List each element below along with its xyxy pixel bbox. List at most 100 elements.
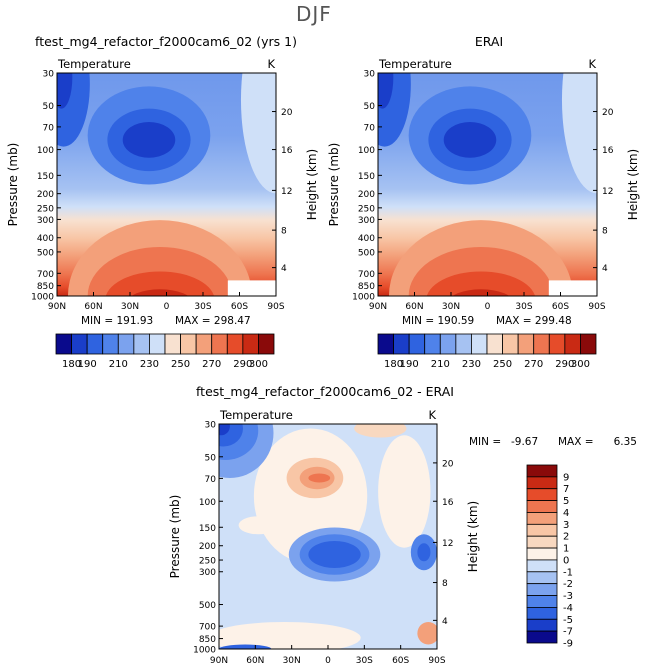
colorbar-label: 290 xyxy=(555,359,574,370)
x-tick-label: 30N xyxy=(442,302,460,312)
units-label: K xyxy=(267,57,275,71)
height-tick-label: 12 xyxy=(602,187,613,197)
units-label: K xyxy=(428,408,436,422)
colorbar-swatch xyxy=(533,333,550,355)
y-tick-label: 200 xyxy=(37,190,54,200)
y-tick-label: 100 xyxy=(358,146,375,156)
y-tick-label: 1000 xyxy=(31,293,54,303)
cold-surface xyxy=(219,644,272,649)
x-tick-label: 60N xyxy=(405,302,423,312)
colorbar-swatch xyxy=(242,333,259,355)
colorbar-label: 1 xyxy=(563,544,569,555)
colorbar-swatch xyxy=(86,333,104,355)
y-axis-title: Pressure (mb) xyxy=(168,495,182,579)
colorbar-label: 210 xyxy=(431,359,450,370)
colorbar-label: -4 xyxy=(563,603,573,614)
height-tick-label: 20 xyxy=(281,108,293,118)
colorbar-swatch xyxy=(526,630,558,644)
warm-anomaly xyxy=(417,622,437,645)
warm-polar xyxy=(561,73,597,194)
x-tick-label: 60S xyxy=(392,656,409,666)
cold-polar-core xyxy=(219,424,230,436)
colorbar-swatch xyxy=(393,333,410,355)
height-tick-label: 4 xyxy=(442,617,448,627)
colorbar-swatch xyxy=(526,595,558,608)
y-tick-label: 70 xyxy=(43,123,55,133)
contour-field xyxy=(378,73,597,296)
y-axis-title: Pressure (mb) xyxy=(6,143,20,227)
height-tick-label: 12 xyxy=(442,539,453,549)
colorbar-swatch xyxy=(408,333,426,355)
max-label: MAX = 299.48 xyxy=(496,315,572,327)
height-tick-label: 16 xyxy=(442,498,454,508)
cold-anomaly xyxy=(417,543,431,562)
y-tick-label: 700 xyxy=(199,623,216,633)
colorbar-swatch xyxy=(133,333,150,355)
y-tick-label: 300 xyxy=(358,216,375,226)
colorbar-label: 290 xyxy=(233,359,252,370)
panel-title: ERAI xyxy=(475,34,503,49)
y-tick-label: 70 xyxy=(364,123,376,133)
colorbar-swatch xyxy=(164,333,181,355)
y-tick-label: 150 xyxy=(199,524,216,534)
colorbar-label: 180 xyxy=(384,359,403,370)
colorbar-swatch xyxy=(526,464,558,478)
colorbar-label: 4 xyxy=(563,508,569,519)
y-axis-title: Pressure (mb) xyxy=(327,143,341,227)
y-tick-label: 300 xyxy=(199,568,216,578)
y-tick-label: 1000 xyxy=(352,293,375,303)
colorbar-label: 7 xyxy=(563,484,569,495)
colorbar-label: -2 xyxy=(563,579,573,590)
warm-anomaly xyxy=(354,424,407,438)
colorbar-swatch xyxy=(548,333,566,355)
colorbar-label: 180 xyxy=(62,359,81,370)
y-tick-label: 50 xyxy=(43,102,55,112)
colorbar-swatch xyxy=(455,333,472,355)
x-tick-label: 30N xyxy=(121,302,139,312)
y-axis-right-title: Height (km) xyxy=(305,149,319,220)
colorbar-label: 250 xyxy=(171,359,190,370)
colorbar-label: 2 xyxy=(563,532,569,543)
y-tick-label: 850 xyxy=(37,282,54,292)
x-tick-label: 60N xyxy=(246,656,264,666)
x-tick-label: 90S xyxy=(428,656,445,666)
y-tick-label: 250 xyxy=(37,204,54,214)
colorbar-swatch xyxy=(258,333,275,355)
height-tick-label: 16 xyxy=(602,146,614,156)
colorbar-swatch xyxy=(424,333,441,355)
neutral-region xyxy=(378,435,431,548)
cold-anomaly-core xyxy=(308,541,361,568)
min-value: -9.67 xyxy=(511,436,538,448)
height-tick-label: 20 xyxy=(602,108,614,118)
height-tick-label: 4 xyxy=(281,264,287,274)
min-label: MIN = xyxy=(469,436,501,448)
colorbar-swatch xyxy=(526,535,558,549)
height-tick-label: 12 xyxy=(281,187,292,197)
colorbar-swatch xyxy=(526,547,558,561)
model-temperature-panel: ftest_mg4_refactor_f2000cam6_02 (yrs 1) T… xyxy=(6,34,319,370)
x-tick-label: 0 xyxy=(485,302,491,312)
colorbar-swatch xyxy=(564,333,581,355)
y-tick-label: 500 xyxy=(358,248,375,258)
variable-label: Temperature xyxy=(219,408,293,422)
y-tick-label: 850 xyxy=(358,282,375,292)
difference-temperature-panel: ftest_mg4_refactor_f2000cam6_02 - ERAI Te… xyxy=(168,384,637,666)
colorbar-label: 3 xyxy=(563,520,569,531)
x-tick-label: 30S xyxy=(356,656,373,666)
variable-label: Temperature xyxy=(57,57,131,71)
y-tick-label: 70 xyxy=(205,475,217,485)
y-tick-label: 200 xyxy=(199,542,216,552)
colorbar-swatch xyxy=(526,559,558,573)
min-label: MIN = 190.59 xyxy=(402,315,474,327)
y-tick-label: 500 xyxy=(199,601,216,611)
colorbar-swatch xyxy=(471,333,488,355)
warm-core xyxy=(452,289,510,296)
colorbar-swatch xyxy=(226,333,244,355)
max-label: MAX = xyxy=(558,436,594,448)
y-tick-label: 1000 xyxy=(193,646,216,656)
y-axis-right-title: Height (km) xyxy=(466,501,480,572)
colorbar-label: -7 xyxy=(563,627,573,638)
colorbar-swatch xyxy=(102,333,119,355)
y-tick-label: 100 xyxy=(37,146,54,156)
height-tick-label: 20 xyxy=(442,459,454,469)
